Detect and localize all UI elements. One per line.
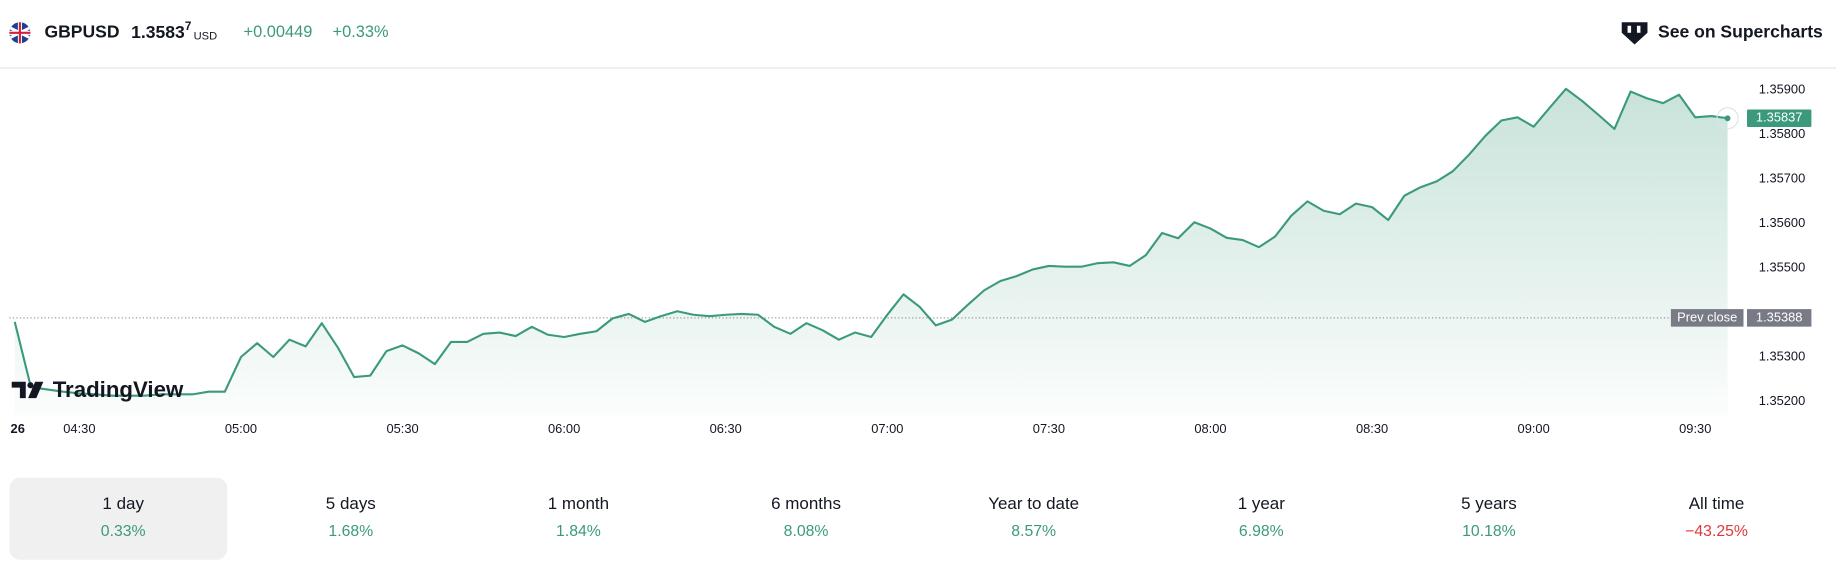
period-change[interactable]: 10.18% [1462,523,1516,540]
period-change[interactable]: 6.98% [1239,523,1284,540]
last-point [1724,115,1731,122]
date-label: 26 [11,421,25,436]
prev-close-tag [1670,309,1744,327]
y-tick-label: 1.35200 [1759,393,1806,408]
y-tick-label: 1.35600 [1759,215,1806,230]
change-percent: +0.33% [333,23,389,41]
period-label[interactable]: Year to date [988,494,1079,513]
x-tick-label: 05:30 [386,421,418,436]
chart: 1.35900 1.35800 1.35700 1.35600 1.35500 1.353… [9,82,1812,436]
x-tick-label: 08:30 [1356,421,1388,436]
period-change[interactable]: 1.68% [328,523,373,540]
prev-close-value: 1.35388 [1756,309,1803,324]
price-line [13,87,1728,397]
x-tick-label: 07:30 [1033,421,1065,436]
x-tick-label: 06:30 [710,421,742,436]
period-label[interactable]: 5 years [1461,494,1517,513]
period-label[interactable]: 1 month [548,494,609,513]
period-label[interactable]: 6 months [771,494,841,513]
supercharts-link[interactable]: See on Supercharts [1621,21,1823,45]
x-tick-label: 05:00 [225,421,257,436]
y-tick-label: 1.35900 [1759,82,1806,97]
x-tick-label: 08:00 [1194,421,1226,436]
period-change[interactable]: 0.33% [101,523,146,540]
prev-close-box [1747,309,1812,327]
prev-close-tag-text: Prev close [1677,309,1737,324]
period-change[interactable]: 8.08% [784,523,829,540]
period-change[interactable]: 1.84% [556,523,601,540]
y-tick-label: 1.35700 [1759,171,1806,186]
cta[interactable]: See on Supercharts [1658,21,1823,41]
period-tab-selected[interactable] [9,477,228,560]
last-price-box [1747,109,1812,128]
x-tick-label: 06:00 [548,421,580,436]
x-tick-label: 09:30 [1679,421,1711,436]
period-change[interactable]: −43.25% [1685,523,1748,540]
tradingview-logo[interactable]: TradingView [11,377,184,402]
period-label[interactable]: 1 year [1238,494,1286,513]
period-label[interactable]: All time [1689,494,1745,513]
price-pip: 7 [185,20,192,33]
logo-text[interactable]: TradingView [53,377,184,402]
x-tick-label: 09:00 [1518,421,1550,436]
period-label[interactable]: 5 days [326,494,376,513]
y-tick-label: 1.35800 [1759,126,1806,141]
currency: USD [194,30,217,42]
y-tick-label: 1.35500 [1759,259,1806,274]
price-main: 1.3583 [131,21,185,41]
x-tick-label: 04:30 [63,421,95,436]
period-tabs: 1 day 0.33% 5 days 1.68% 1 month 1.84% 6 month… [9,477,1748,560]
flag-icon [9,22,31,44]
x-tick-label: 07:00 [871,421,903,436]
area-fill [14,88,1728,416]
period-label[interactable]: 1 day [102,494,144,513]
change: +0.00449 [244,23,313,41]
last-price-label: 1.35837 [1756,110,1803,125]
period-change[interactable]: 8.57% [1011,523,1056,540]
price: 1.35837USD [131,20,217,42]
last-point-halo [1716,107,1739,130]
symbol[interactable]: GBPUSD [44,21,119,41]
y-tick-label: 1.35300 [1759,348,1806,363]
